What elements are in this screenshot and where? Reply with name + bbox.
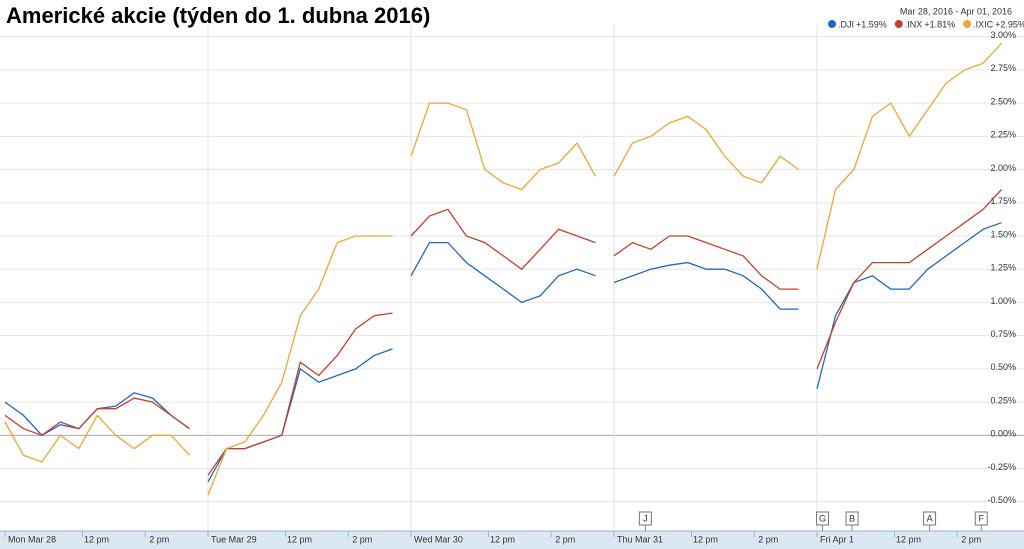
event-flag <box>923 511 937 526</box>
x-tick-label: 2 pm <box>758 534 778 544</box>
legend-name: .INX <box>905 19 923 29</box>
x-tick-label: 12 pm <box>896 534 921 544</box>
x-tick-label: 2 pm <box>352 534 372 544</box>
x-tick-label: Wed Mar 30 <box>414 534 463 544</box>
x-tick-label: 12 pm <box>84 534 109 544</box>
y-tick-label: 1.75% <box>990 196 1016 206</box>
event-flag <box>816 511 830 526</box>
event-flag <box>974 511 988 526</box>
x-tick-label: Fri Apr 1 <box>820 534 854 544</box>
event-flag <box>845 511 859 526</box>
legend-change: +2.95% <box>995 19 1024 29</box>
legend: .DJI +1.59% .INX +1.81% .IXIC +2.95% <box>828 19 1024 29</box>
x-tick-label: Tue Mar 29 <box>211 534 257 544</box>
y-tick-label: -0.25% <box>987 462 1016 472</box>
x-tick-label: 2 pm <box>555 534 575 544</box>
y-tick-label: 2.25% <box>990 130 1016 140</box>
legend-dot <box>963 20 972 28</box>
x-tick-label: 2 pm <box>149 534 169 544</box>
y-tick-label: 2.00% <box>990 163 1016 173</box>
series-line <box>4 189 1002 476</box>
x-tick-label: 12 pm <box>490 534 515 544</box>
event-label: A <box>927 513 933 523</box>
y-tick-label: 0.25% <box>990 395 1016 405</box>
chart-title: Americké akcie (týden do 1. dubna 2016) <box>6 3 430 28</box>
y-tick-label: 2.50% <box>990 96 1016 106</box>
y-tick-label: 1.50% <box>990 229 1016 239</box>
y-tick-label: 0.50% <box>990 362 1016 372</box>
event-label: J <box>643 513 648 523</box>
y-tick-label: 3.00% <box>990 30 1016 40</box>
x-tick-label: 12 pm <box>287 534 312 544</box>
legend-dot <box>828 20 836 28</box>
y-tick-label: 1.25% <box>990 263 1016 273</box>
event-flag <box>638 511 652 526</box>
event-label: F <box>978 513 984 523</box>
y-tick-label: -0.50% <box>987 495 1016 505</box>
event-label: G <box>819 513 826 523</box>
legend-name: .IXIC <box>973 19 994 29</box>
y-tick-label: 2.75% <box>990 63 1016 73</box>
x-tick-label: Thu Mar 31 <box>617 534 663 544</box>
x-axis-band <box>0 531 1024 549</box>
y-tick-label: 0.75% <box>990 329 1016 339</box>
x-tick-label: 12 pm <box>693 534 718 544</box>
legend-change: +1.81% <box>924 19 955 29</box>
y-tick-label: 0.00% <box>990 429 1016 439</box>
legend-change: +1.59% <box>856 19 887 29</box>
x-tick-label: 2 pm <box>961 534 981 544</box>
legend-dot <box>894 20 903 28</box>
date-range: Mar 28, 2016 - Apr 01, 2016 <box>900 6 1012 16</box>
x-tick-label: Mon Mar 28 <box>8 534 56 544</box>
event-label: B <box>849 513 855 523</box>
series-line <box>4 42 1002 496</box>
y-tick-label: 1.00% <box>990 296 1016 306</box>
legend-name: .DJI <box>838 19 854 29</box>
